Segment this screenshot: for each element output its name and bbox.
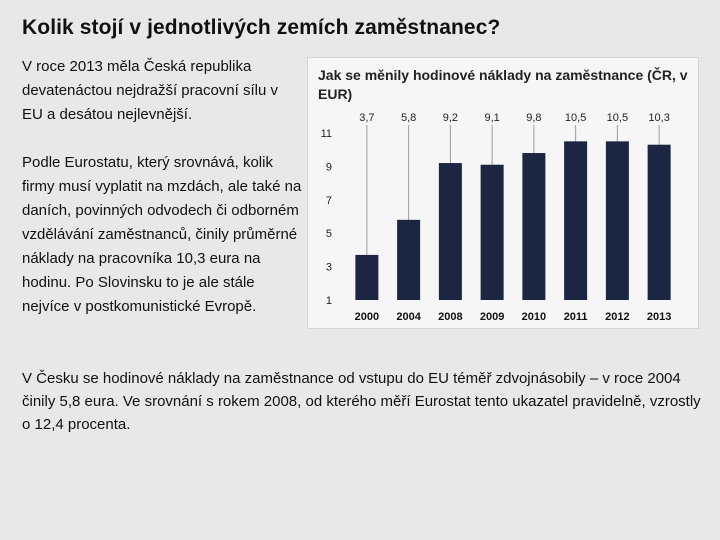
bar — [522, 153, 546, 300]
x-tick-label: 2011 — [564, 311, 588, 323]
bar — [605, 141, 629, 300]
bottom-paragraph: V Česku se hodinové náklady na zaměstnan… — [22, 370, 701, 433]
bar — [647, 144, 671, 300]
value-label: 5,8 — [401, 112, 416, 124]
bar — [438, 163, 462, 300]
value-label: 9,2 — [443, 112, 458, 124]
chart-panel: 1 3 5 7 9 11 3,7 2000 5,8 2004 9,2 2008 9,1 2009 9,8 20… — [307, 57, 699, 329]
value-label: 10,3 — [648, 112, 669, 124]
page-title: Kolik stojí v jednotlivých zemích zaměst… — [22, 16, 501, 39]
y-tick-label: 7 — [326, 195, 332, 207]
value-label: 3,7 — [359, 112, 374, 124]
bar — [564, 141, 588, 300]
y-tick-label: 3 — [326, 262, 332, 274]
x-tick-label: 2004 — [396, 311, 421, 323]
x-tick-label: 2009 — [480, 311, 504, 323]
value-label: 10,5 — [607, 112, 628, 124]
value-label: 10,5 — [565, 112, 586, 124]
bottom-text: V Česku se hodinové náklady na zaměstnan… — [22, 367, 712, 436]
value-label: 9,1 — [484, 112, 499, 124]
bar — [397, 219, 421, 300]
y-tick-label: 1 — [326, 295, 332, 307]
x-tick-label: 2012 — [605, 311, 629, 323]
x-tick-label: 2000 — [355, 311, 379, 323]
value-label: 9,8 — [526, 112, 541, 124]
intro-paragraph: V roce 2013 měla Česká republika devaten… — [22, 58, 278, 123]
y-tick-label: 9 — [326, 161, 332, 173]
intro-paragraph: Podle Eurostatu, který srovnává, kolik f… — [22, 154, 302, 315]
bar — [480, 164, 504, 300]
chart-title: Jak se měnily hodinové náklady na zaměst… — [318, 67, 688, 102]
intro-text: V roce 2013 měla Česká republika devaten… — [22, 55, 302, 343]
x-tick-label: 2008 — [438, 311, 462, 323]
bar-chart: 1 3 5 7 9 11 3,7 2000 5,8 2004 9,2 2008 9,1 2009 9,8 20… — [321, 112, 672, 323]
bar — [355, 254, 379, 300]
x-tick-label: 2010 — [522, 311, 546, 323]
x-tick-label: 2013 — [647, 311, 671, 323]
y-tick-label: 11 — [321, 128, 332, 140]
y-tick-label: 5 — [326, 228, 332, 240]
